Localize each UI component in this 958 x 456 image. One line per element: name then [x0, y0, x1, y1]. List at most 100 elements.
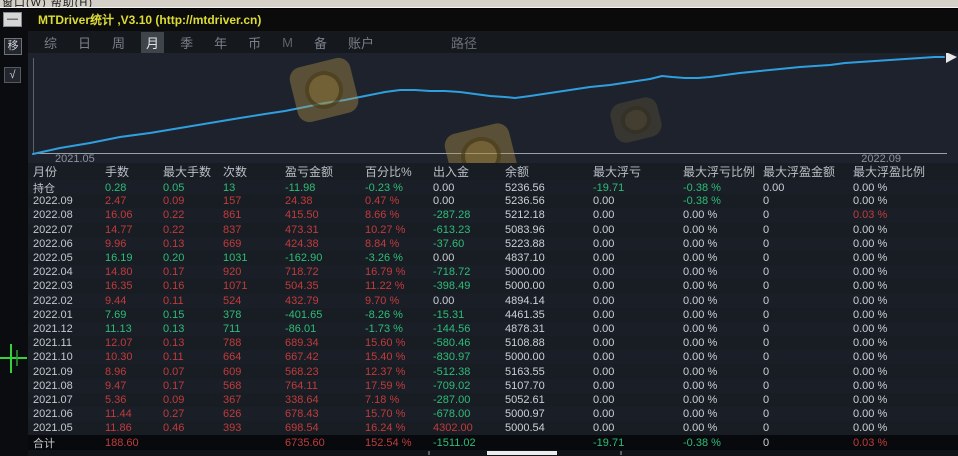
- table-row[interactable]: 2022.01 7.69 0.15 378 -401.65 -8.26 % -15.31 44…: [28, 308, 958, 322]
- column-header[interactable]: 余额: [505, 165, 530, 179]
- tab-M[interactable]: M: [282, 34, 293, 50]
- table-row[interactable]: 2021.07 5.36 0.09 367 338.64 7.18 % -287.00 505…: [28, 393, 958, 407]
- table-cell: 0.16: [163, 280, 185, 293]
- table-cell: 5000.97: [505, 408, 545, 421]
- table-cell: 2022.04: [33, 266, 73, 279]
- table-cell: 698.54: [285, 422, 319, 435]
- tab-月[interactable]: 月: [141, 31, 165, 53]
- table-cell: 5052.61: [505, 393, 545, 406]
- table-cell: 188.60: [105, 437, 139, 450]
- table-cell: 0.05: [163, 182, 185, 194]
- table-cell: 0.00 %: [683, 393, 718, 406]
- tab-日[interactable]: 日: [78, 35, 92, 51]
- tab-综[interactable]: 综: [44, 35, 58, 51]
- column-header[interactable]: 百分比%: [365, 165, 412, 179]
- table-cell: 11.13: [105, 322, 132, 335]
- table-cell: 4878.31: [505, 322, 545, 335]
- path-label[interactable]: 路径: [450, 35, 477, 51]
- table-cell: 2022.08: [33, 209, 73, 222]
- table-cell: -0.38 %: [683, 182, 721, 194]
- column-header[interactable]: 盈亏金额: [285, 165, 334, 179]
- table-row[interactable]: 2021.11 12.07 0.13 788 689.34 15.60 % -580.46 5…: [28, 336, 958, 350]
- table-row[interactable]: 2021.05 11.86 0.46 393 698.54 16.24 % 4302.00 5…: [28, 421, 958, 435]
- table-row[interactable]: 2021.08 9.47 0.17 568 764.11 17.59 % -709.02 51…: [28, 378, 958, 393]
- table-cell: 0.00 %: [853, 223, 888, 236]
- tab-季[interactable]: 季: [180, 35, 194, 51]
- table-cell: 0.09: [163, 195, 185, 208]
- horizontal-scrollbar[interactable]: [28, 450, 958, 456]
- table-cell: 8.84 %: [365, 237, 400, 250]
- table-cell: 0: [763, 351, 770, 364]
- table-cell: 2021.11: [33, 337, 72, 350]
- table-cell: 9.44: [105, 294, 127, 307]
- table-row[interactable]: 2021.12 11.13 0.13 711 -86.01 -1.73 % -144.56 4…: [28, 321, 958, 337]
- column-header[interactable]: 最大浮亏: [593, 165, 642, 179]
- table-cell: 0.00: [593, 252, 615, 265]
- table-cell: 1031: [223, 252, 248, 265]
- window-title: MTDriver统计 ,V3.10 (http://mtdriver.cn): [28, 9, 958, 31]
- column-header[interactable]: 最大浮盈比例: [853, 165, 926, 179]
- tab-年[interactable]: 年: [214, 35, 228, 51]
- column-header[interactable]: 月份: [33, 165, 58, 179]
- table-row[interactable]: 2021.10 10.30 0.11 664 667.42 15.40 % -830.97 5…: [28, 350, 958, 365]
- table-cell: 157: [223, 195, 242, 208]
- tab-备[interactable]: 备: [313, 35, 327, 51]
- table-cell: -162.90: [285, 252, 323, 265]
- table-cell: 0.00: [433, 182, 455, 194]
- check-button[interactable]: √: [4, 67, 21, 83]
- table-row[interactable]: 2022.07 14.77 0.22 837 473.31 10.27 % -613.23 5…: [28, 223, 958, 237]
- table-row-total[interactable]: 合计 188.60 6735.60 152.54 % -1511.02 -19.71 -0.…: [28, 435, 958, 450]
- table-cell: 0.00: [593, 280, 615, 293]
- column-header[interactable]: 最大浮盈金额: [763, 165, 836, 179]
- table-cell: 0.03 %: [853, 209, 888, 222]
- table-row[interactable]: 2022.02 9.44 0.11 524 432.79 9.70 % 0.00 4894.1…: [28, 293, 958, 308]
- table-cell: 16.24 %: [365, 422, 406, 435]
- table-cell: 4302.00: [433, 422, 473, 435]
- table-cell: 0: [763, 337, 770, 350]
- table-cell: 15.40 %: [365, 351, 406, 364]
- table-cell: 2021.07: [33, 393, 73, 406]
- column-header[interactable]: 最大浮亏比例: [683, 165, 756, 179]
- table-cell: 0: [763, 237, 770, 250]
- table-cell: 432.79: [285, 294, 319, 307]
- table-cell: 5223.88: [505, 237, 545, 250]
- table-row[interactable]: 2022.09 2.47 0.09 157 24.38 0.47 % 0.00 5236.56…: [28, 194, 958, 208]
- table-cell: 0.17: [163, 379, 185, 392]
- column-header[interactable]: 出入金: [433, 165, 470, 179]
- move-button[interactable]: 移: [4, 38, 22, 55]
- line-end-arrow-icon: [946, 53, 957, 63]
- table-cell: 0.00: [433, 195, 455, 208]
- scrollbar-thumb[interactable]: [487, 451, 557, 455]
- table-row[interactable]: 2022.08 16.06 0.22 861 415.50 8.66 % -287.28 52…: [28, 208, 958, 223]
- table-row[interactable]: 2022.04 14.80 0.17 920 718.72 16.79 % -718.72 5…: [28, 265, 958, 280]
- table-cell: 0.00 %: [853, 322, 888, 335]
- table-cell: 2.47: [105, 195, 127, 208]
- table-cell: 2022.05: [33, 252, 73, 265]
- table-row[interactable]: 2021.09 8.96 0.07 609 568.23 12.37 % -512.38 51…: [28, 364, 958, 378]
- table-cell: -718.72: [433, 266, 471, 279]
- column-header[interactable]: 手数: [105, 165, 130, 179]
- column-header[interactable]: 次数: [223, 165, 248, 179]
- table-cell: 0.09: [163, 393, 185, 406]
- column-header[interactable]: 最大手数: [163, 165, 212, 179]
- table-cell: 16.19: [105, 252, 133, 265]
- tab-账户[interactable]: 账户: [347, 35, 374, 51]
- table-cell: 0.00 %: [853, 266, 888, 279]
- table-cell: 11.44: [105, 408, 132, 421]
- table-cell: 0.00 %: [853, 337, 888, 350]
- table-cell: 13: [223, 182, 236, 194]
- table-row[interactable]: 2022.05 16.19 0.20 1031 -162.90 -3.26 % 0.00 48…: [28, 251, 958, 265]
- table-cell: 711: [223, 322, 241, 335]
- table-cell: 0: [763, 266, 770, 279]
- tab-币[interactable]: 币: [248, 35, 262, 51]
- table-cell: 0.00 %: [683, 422, 718, 435]
- minimize-button[interactable]: —: [3, 12, 22, 27]
- tab-周[interactable]: 周: [112, 35, 126, 51]
- table-row[interactable]: 2022.03 16.35 0.16 1071 504.35 11.22 % -398.49…: [28, 279, 958, 293]
- table-row[interactable]: 2021.06 11.44 0.27 626 678.43 15.70 % -678.00 5…: [28, 407, 958, 422]
- table-cell: 0: [763, 379, 770, 392]
- table-cell: 2022.07: [33, 223, 73, 236]
- table-cell: 0.28: [105, 182, 127, 194]
- table-row[interactable]: 持仓 0.28 0.05 13 -11.98 -0.23 % 0.00 5236.56 -19.…: [28, 180, 958, 195]
- table-row[interactable]: 2022.06 9.96 0.13 669 424.38 8.84 % -37.60 5223…: [28, 236, 958, 251]
